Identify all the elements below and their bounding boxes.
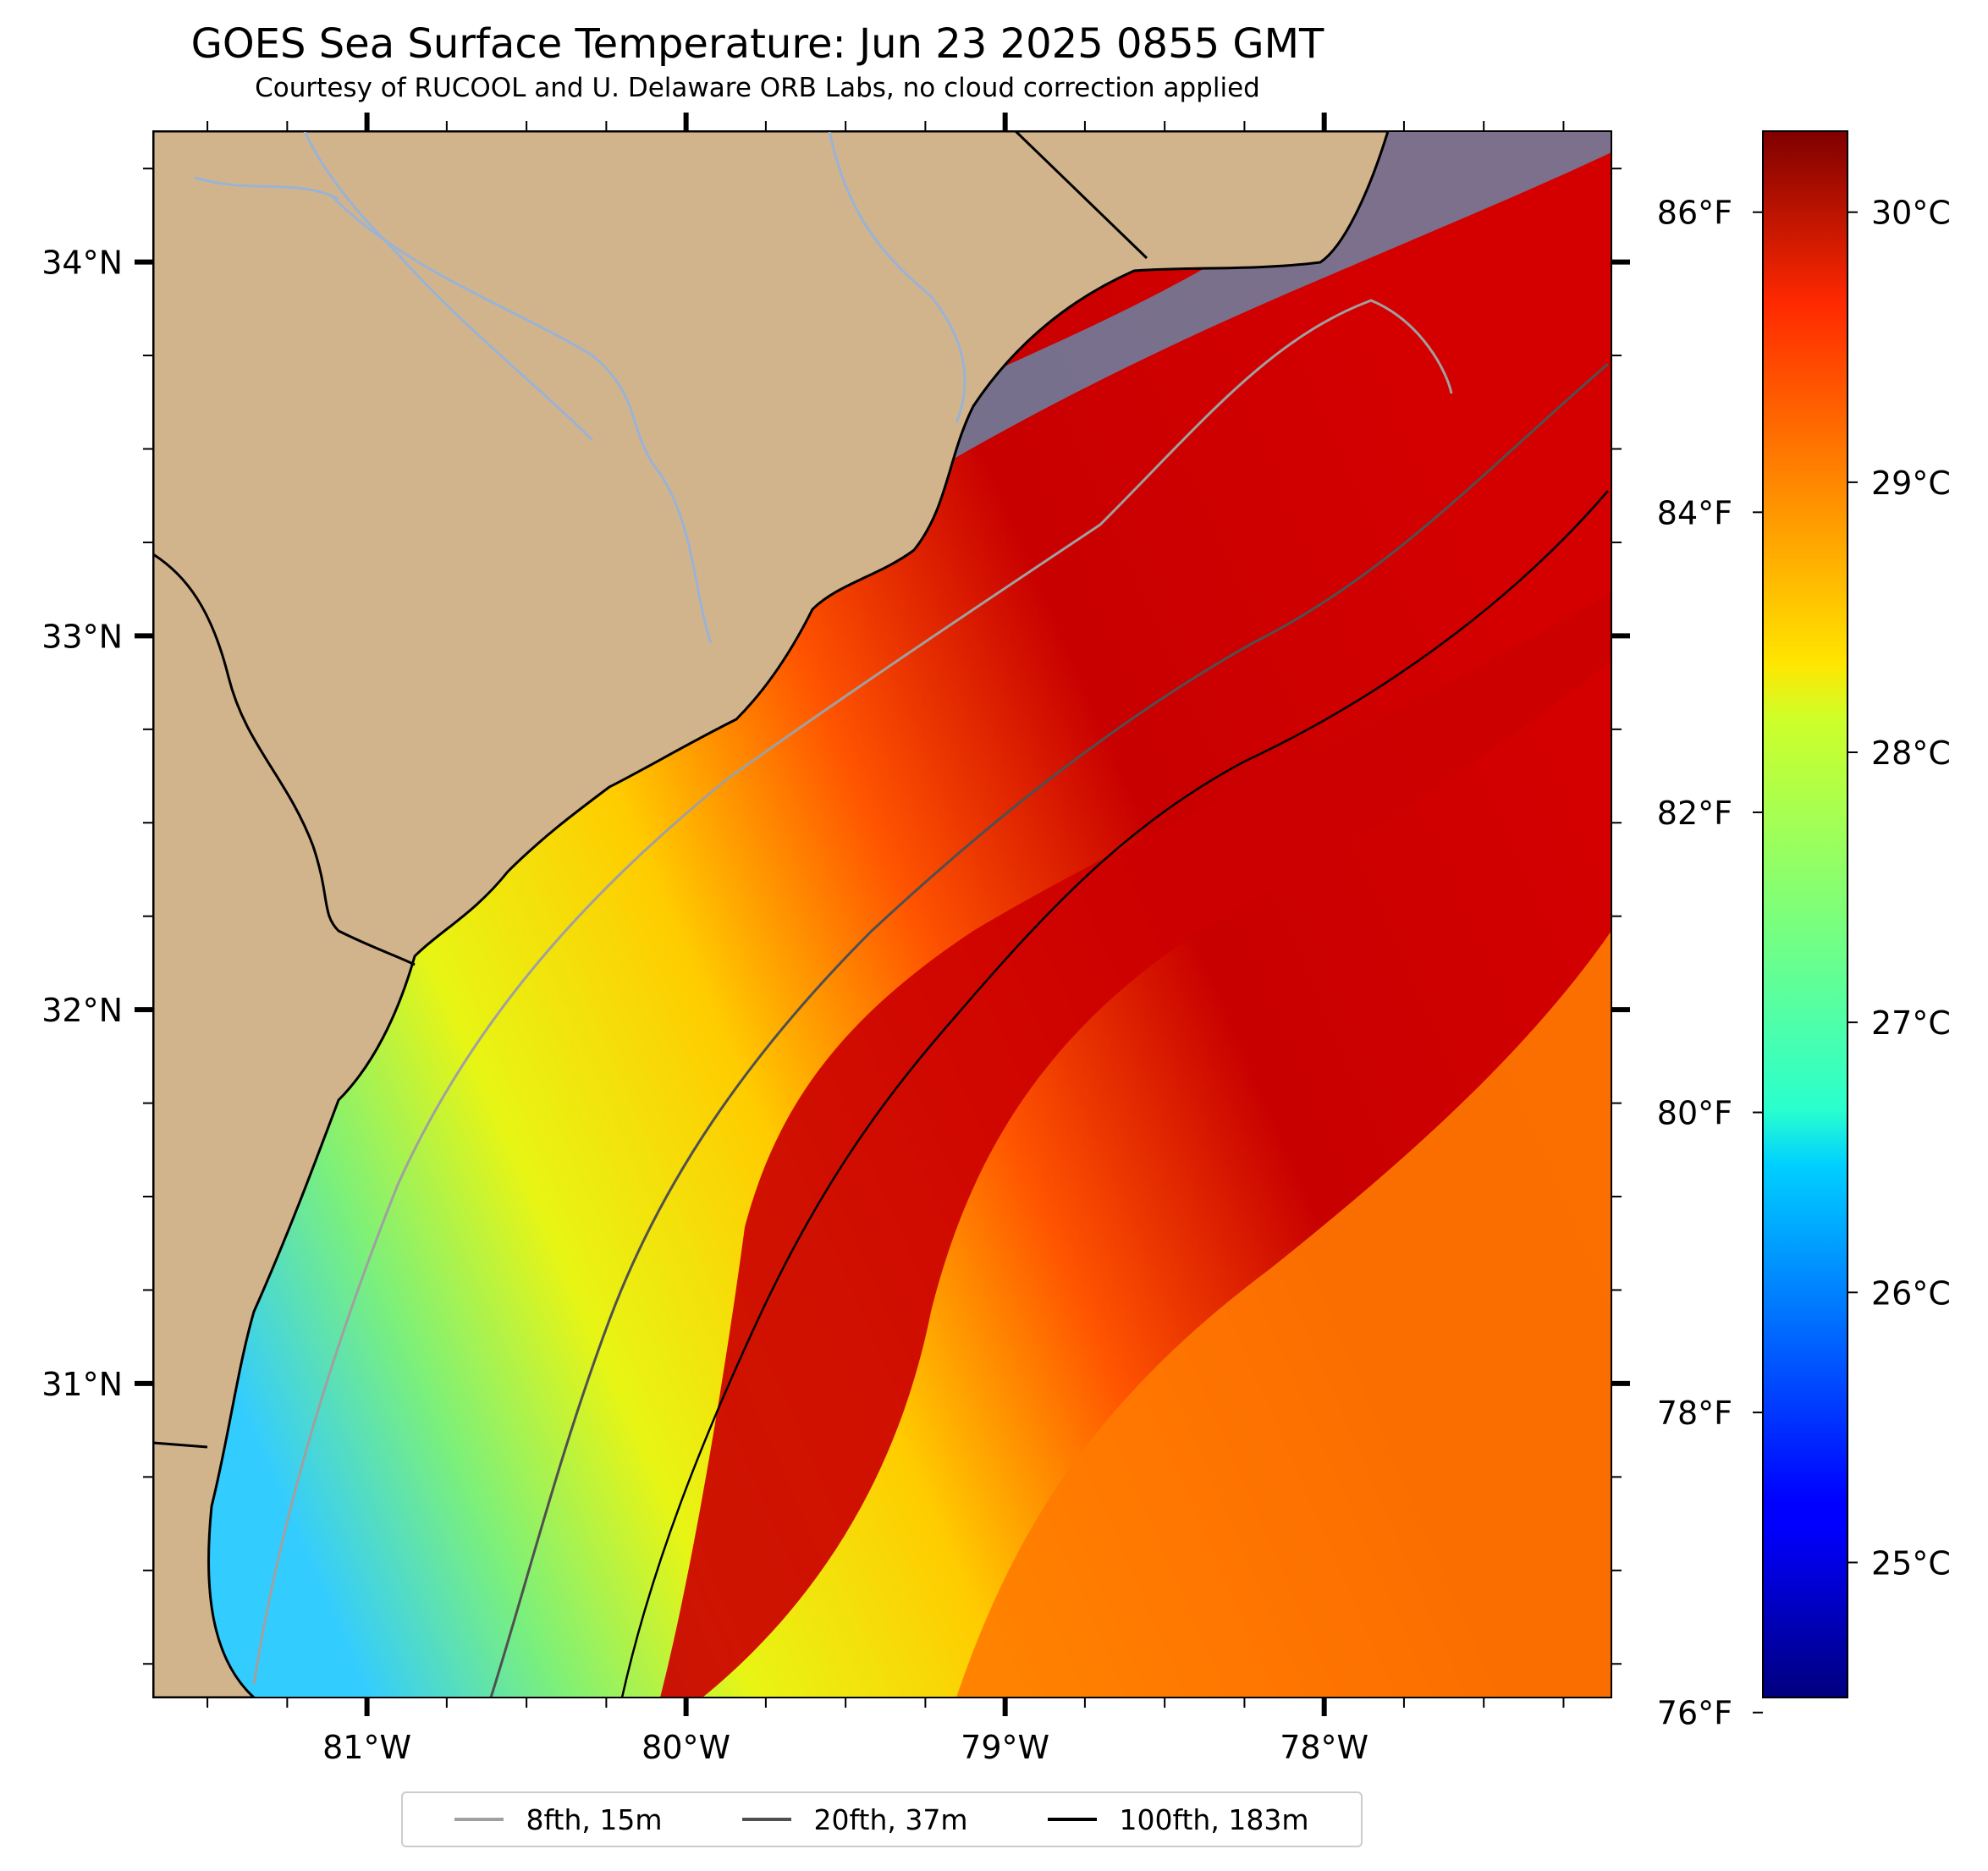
map-axes: 81°W 80°W 79°W 78°W 34°N 33°N 32°N 31°N (41, 113, 1630, 1766)
lat-tick-label: 34°N (41, 245, 123, 282)
map-area[interactable] (153, 131, 1611, 1698)
legend-label-100fth: 100fth, 183m (1119, 1802, 1309, 1836)
gulf-stream-core (660, 592, 1611, 1698)
celsius-tick-label: 30°C (1871, 195, 1951, 232)
land-coastline (153, 131, 1390, 1698)
legend-label-8fth: 8fth, 15m (526, 1802, 663, 1836)
fahrenheit-tick-label: 82°F (1657, 795, 1732, 832)
river (828, 131, 966, 424)
state-border (153, 553, 416, 966)
fahrenheit-tick-label: 80°F (1657, 1095, 1732, 1132)
lon-tick-label: 81°W (322, 1729, 411, 1766)
lon-tick-label: 78°W (1280, 1729, 1368, 1766)
lon-tick-label: 80°W (642, 1729, 730, 1766)
map-frame (152, 130, 1612, 1698)
legend-swatch-20fth (742, 1818, 792, 1821)
isobath-8fth (252, 299, 1453, 1685)
isobath-legend: 8fth, 15m 20fth, 37m 100fth, 183m (401, 1791, 1363, 1847)
lat-tick-label: 33°N (41, 618, 123, 655)
isobath-100fth (620, 490, 1609, 1698)
legend-item-20fth: 20fth, 37m (742, 1803, 967, 1836)
state-border (1014, 131, 1148, 260)
celsius-tick-label: 25°C (1871, 1544, 1951, 1582)
celsius-tick-label: 26°C (1871, 1274, 1951, 1312)
lat-tick-label: 32°N (41, 992, 123, 1029)
river (194, 176, 713, 644)
fahrenheit-tick-label: 84°F (1657, 494, 1732, 531)
map-title: GOES Sea Surface Temperature: Jun 23 202… (190, 20, 1324, 68)
fahrenheit-tick-label: 76°F (1657, 1695, 1732, 1732)
fahrenheit-tick-label: 78°F (1657, 1395, 1732, 1432)
isobath-20fth (489, 362, 1609, 1698)
colorbar (1762, 130, 1848, 1698)
celsius-tick-label: 27°C (1871, 1004, 1951, 1042)
river (303, 131, 594, 442)
fahrenheit-tick-label: 86°F (1657, 195, 1732, 232)
celsius-tick-label: 29°C (1871, 465, 1951, 502)
map-subtitle: Courtesy of RUCOOL and U. Delaware ORB L… (255, 73, 1260, 103)
colorbar-axes: 30°C 29°C 28°C 27°C 26°C 25°C 86°F 84°F 82°F 80°F… (1657, 195, 1951, 1732)
state-border (153, 1441, 208, 1449)
offshore-warm-water (956, 931, 1611, 1698)
celsius-tick-label: 28°C (1871, 735, 1951, 772)
legend-label-20fth: 20fth, 37m (813, 1802, 968, 1836)
legend-item-100fth: 100fth, 183m (1048, 1803, 1308, 1836)
legend-item-8fth: 8fth, 15m (454, 1802, 663, 1836)
lon-tick-label: 79°W (961, 1729, 1049, 1766)
lat-tick-label: 31°N (41, 1366, 123, 1403)
legend-swatch-8fth (454, 1818, 504, 1821)
legend-swatch-100fth (1048, 1818, 1098, 1821)
